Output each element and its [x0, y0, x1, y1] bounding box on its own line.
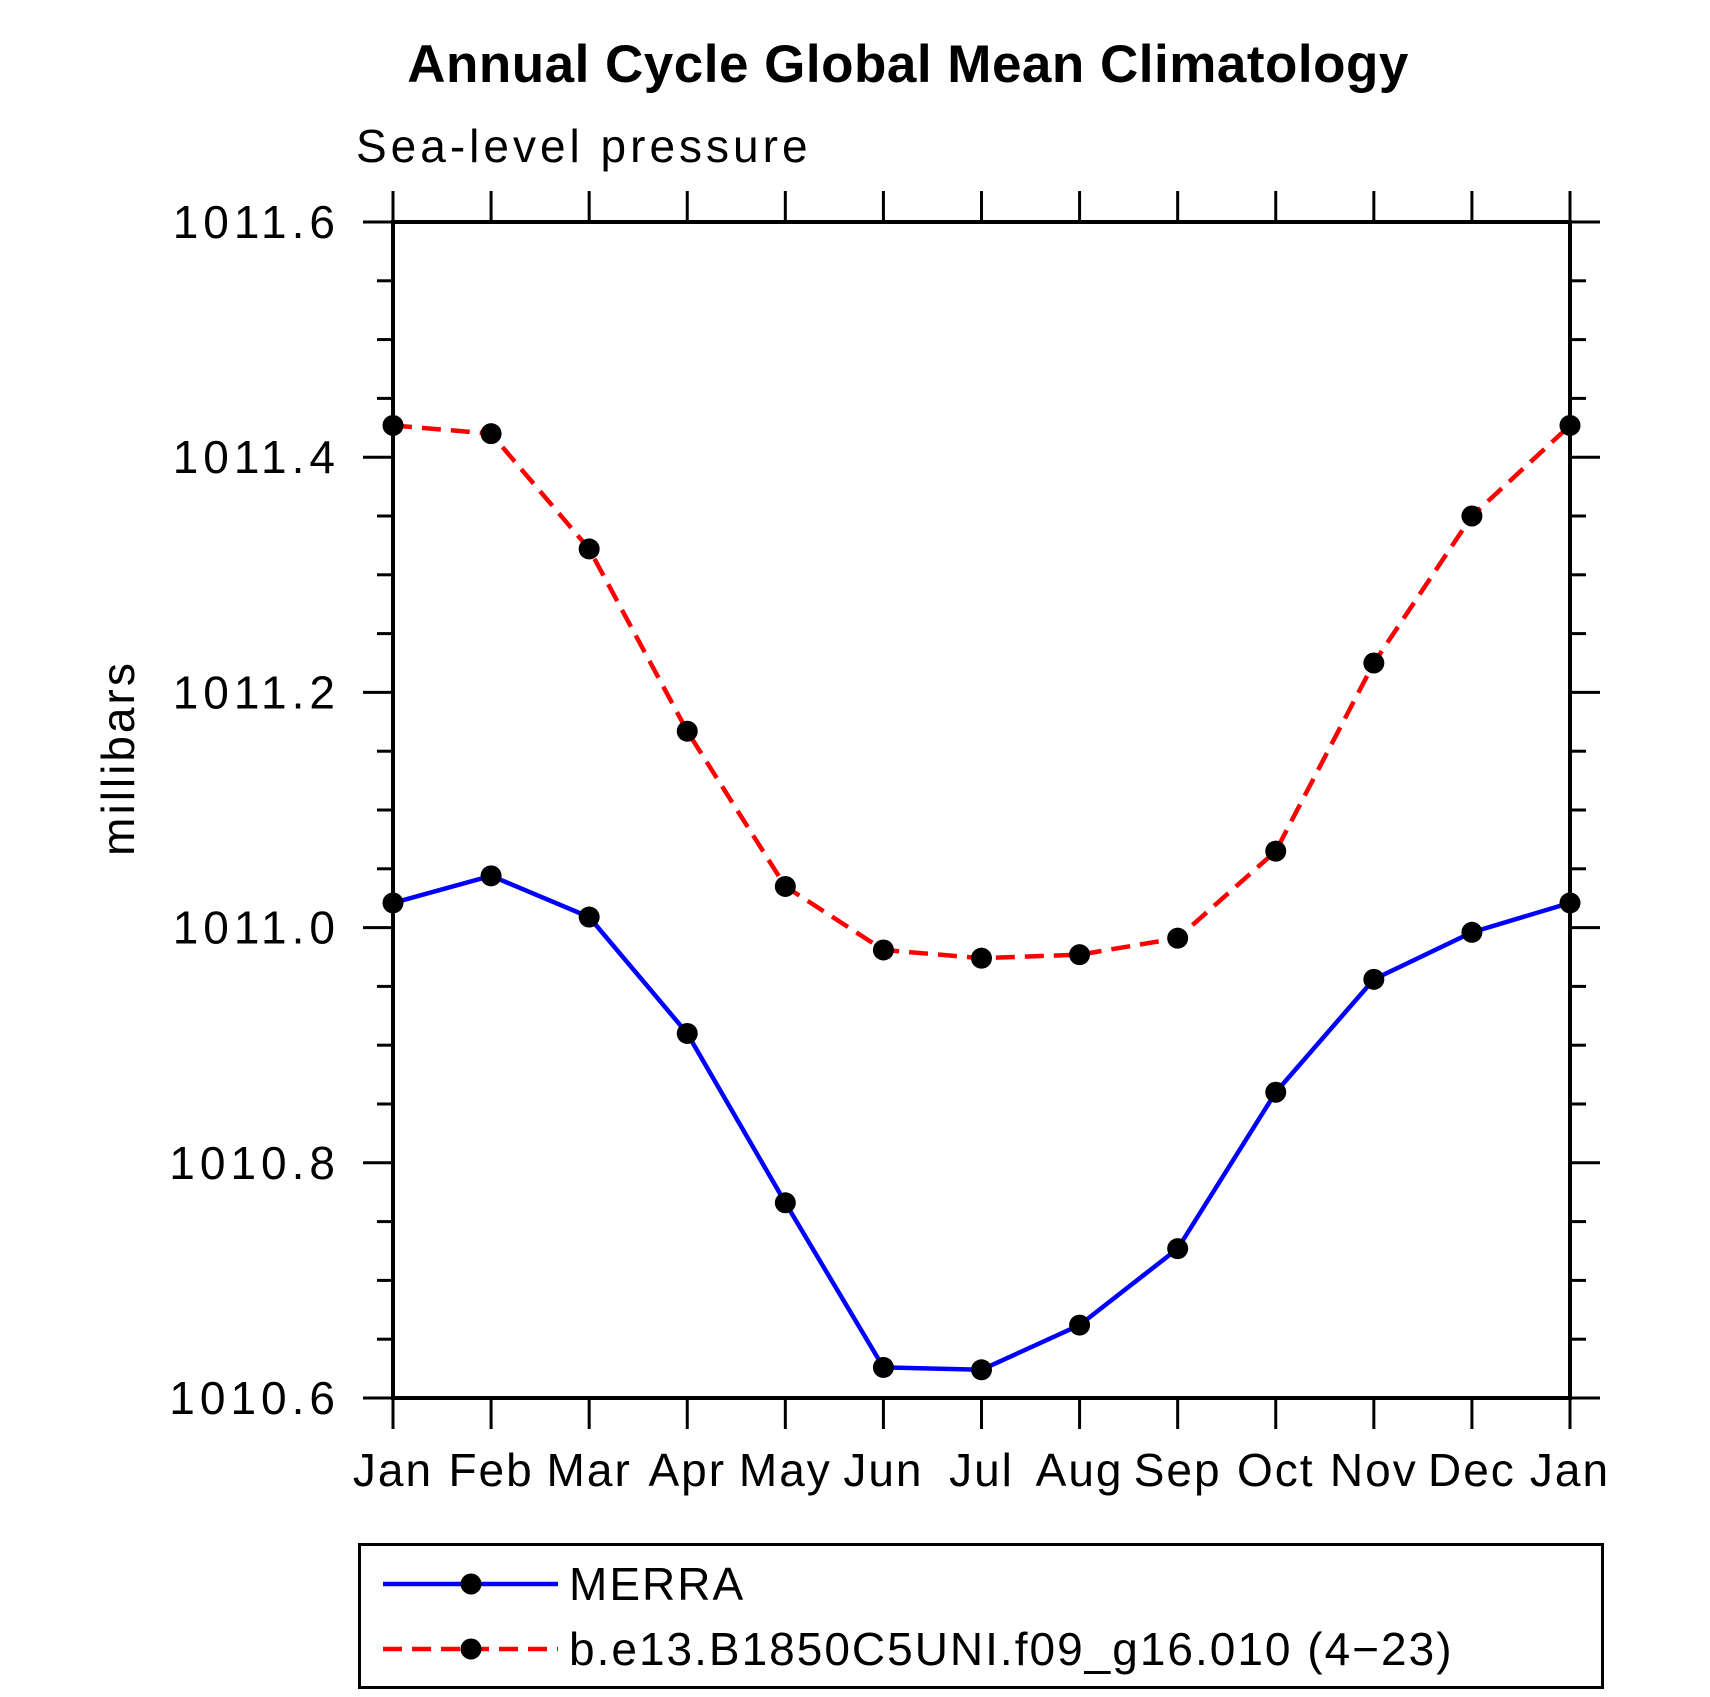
data-point-marker	[676, 720, 698, 742]
y-tick-label: 1011.2	[173, 666, 340, 718]
x-tick-label: Oct	[1237, 1444, 1315, 1496]
plot-border	[391, 220, 1572, 1400]
y-tick-label: 1011.6	[173, 196, 340, 248]
x-tick-label: Jan	[1530, 1444, 1610, 1496]
data-point-marker	[1167, 1238, 1189, 1260]
data-point-marker	[1167, 927, 1189, 949]
data-point-marker	[872, 939, 894, 961]
data-point-marker	[1559, 892, 1581, 914]
model-line	[392, 423, 1572, 961]
data-point-marker	[971, 947, 992, 969]
legend-label-merra: MERRA	[569, 1558, 746, 1610]
x-tick-label: Dec	[1428, 1444, 1516, 1496]
data-point-marker	[1363, 968, 1385, 990]
data-point-marker	[480, 865, 502, 887]
data-point-marker	[774, 1192, 796, 1214]
legend-entry-model: b.e13.B1850C5UNI.f09_g16.010 (4−23)	[371, 1623, 1454, 1675]
x-tick-label: Mar	[547, 1444, 632, 1496]
chart-subtitle: Sea-level pressure	[356, 120, 812, 172]
data-point-marker	[382, 892, 404, 914]
x-tick-label: Feb	[448, 1444, 533, 1496]
y-tick-label: 1010.6	[169, 1372, 340, 1424]
data-point-marker	[676, 1022, 698, 1044]
data-point-marker	[774, 875, 796, 897]
data-point-marker	[480, 423, 502, 445]
legend-box: MERRA b.e13.B1850C5UNI.f09_g16.010 (4−23…	[358, 1543, 1604, 1689]
data-point-marker	[1265, 840, 1287, 862]
data-point-marker	[1265, 1081, 1287, 1103]
y-tick-label: 1011.4	[173, 431, 340, 483]
x-tick-label: Jan	[353, 1444, 433, 1496]
x-tick-label: Jun	[843, 1444, 923, 1496]
legend-marker	[460, 1638, 482, 1660]
data-point-marker	[578, 906, 600, 928]
data-point-marker	[382, 414, 404, 436]
x-tick-label: Nov	[1330, 1444, 1418, 1496]
merra-line-sample	[383, 1573, 558, 1595]
data-point-marker	[1069, 944, 1091, 966]
x-tick-label: Apr	[648, 1444, 726, 1496]
chart-title: Annual Cycle Global Mean Climatology	[407, 35, 1409, 94]
legend-entry-merra: MERRA	[371, 1558, 745, 1610]
y-tick-label: 1011.0	[173, 902, 340, 954]
model-line-sample	[383, 1638, 558, 1660]
data-point-marker	[1559, 414, 1581, 436]
x-tick-label: May	[739, 1444, 832, 1496]
data-point-marker	[578, 538, 600, 560]
data-point-marker	[1363, 652, 1385, 674]
data-point-marker	[1461, 921, 1483, 943]
y-tick-label: 1010.8	[169, 1137, 340, 1189]
x-tick-label: Jul	[949, 1444, 1014, 1496]
data-point-marker	[1069, 1314, 1091, 1336]
data-point-marker	[872, 1356, 894, 1378]
data-point-marker	[971, 1359, 992, 1381]
data-point-marker	[1461, 505, 1483, 527]
legend-marker	[460, 1573, 482, 1595]
x-tick-label: Sep	[1134, 1444, 1222, 1496]
legend-label-model: b.e13.B1850C5UNI.f09_g16.010 (4−23)	[569, 1623, 1454, 1675]
x-tick-label: Aug	[1036, 1444, 1124, 1496]
